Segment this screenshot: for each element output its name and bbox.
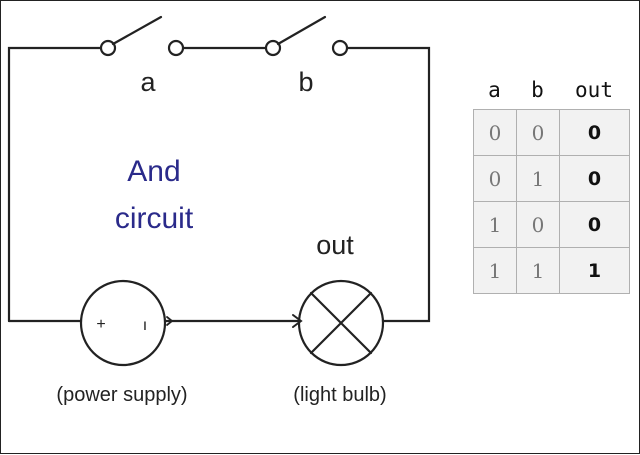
bulb-label: out	[316, 230, 354, 260]
cell-a: 0	[473, 109, 517, 156]
cell-out: 0	[559, 201, 630, 248]
truth-table-body: 0 0 0 0 1 0 1 0 0 1 1 1	[473, 109, 630, 294]
light-bulb-caption: (light bulb)	[293, 384, 386, 406]
wire-top-left	[7, 46, 103, 323]
cell-a: 0	[473, 155, 517, 202]
table-row: 0 1 0	[473, 155, 630, 202]
table-row: 1 1 1	[473, 247, 630, 294]
truth-table: a b out 0 0 0 0 1 0 1 0 0 1 1 1	[473, 71, 630, 294]
truth-table-header: a b out	[473, 71, 630, 109]
switch-b-label: b	[298, 67, 313, 97]
cell-out: 0	[559, 109, 630, 156]
switch-b-lever	[276, 15, 327, 46]
cell-b: 1	[516, 155, 560, 202]
cell-b: 1	[516, 247, 560, 294]
header-out: out	[575, 78, 613, 102]
switch-a-right-terminal	[167, 39, 185, 57]
cell-out: 0	[559, 155, 630, 202]
diagram-title-line2: circuit	[115, 202, 194, 235]
table-row: 1 0 0	[473, 201, 630, 248]
diagram-title-line1: And	[127, 155, 180, 188]
power-supply-caption: (power supply)	[56, 384, 187, 406]
cell-b: 0	[516, 201, 560, 248]
switch-a-lever	[111, 15, 163, 46]
switch-b-right-terminal	[331, 39, 349, 57]
plus-sign: +	[96, 316, 105, 333]
header-b: b	[531, 78, 544, 102]
header-a: a	[488, 78, 501, 102]
minus-sign: ı	[143, 317, 147, 334]
cell-out: 1	[559, 247, 630, 294]
switch-a-label: a	[140, 67, 156, 97]
wire-top-right	[345, 46, 431, 323]
arrow-into-supply	[166, 316, 174, 326]
cell-b: 0	[516, 109, 560, 156]
cell-a: 1	[473, 247, 517, 294]
light-bulb-cross	[309, 291, 373, 355]
table-row: 0 0 0	[473, 109, 630, 156]
power-supply-circle	[79, 279, 167, 367]
arrow-into-bulb	[292, 314, 303, 328]
switch-b-left-terminal	[264, 39, 282, 57]
cell-a: 1	[473, 201, 517, 248]
switch-a-left-terminal	[99, 39, 117, 57]
